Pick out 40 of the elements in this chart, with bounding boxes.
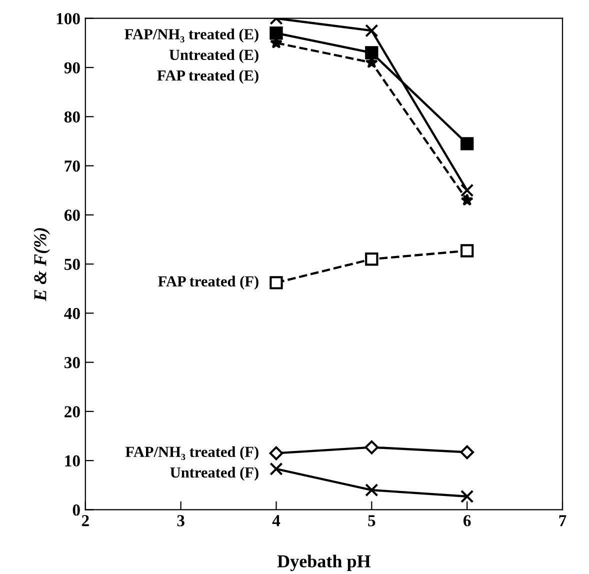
point bbox=[269, 446, 284, 460]
y-tick-label: 20 bbox=[64, 406, 80, 418]
series-label: Untreated (E) bbox=[169, 49, 258, 64]
point bbox=[460, 244, 474, 258]
point bbox=[460, 137, 474, 150]
series-label: FAP/NH₃ treated (F) bbox=[125, 446, 258, 460]
x-tick-label: 7 bbox=[559, 515, 566, 526]
series-label: FAP treated (F) bbox=[158, 276, 258, 290]
series-label: FAP/NH₃ treated (E) bbox=[124, 28, 258, 42]
series-label: FAP treated (E) bbox=[157, 70, 258, 84]
y-tick-label: 50 bbox=[64, 258, 80, 270]
point bbox=[460, 184, 474, 197]
series-label: Untreated (F) bbox=[170, 466, 258, 481]
point bbox=[365, 24, 378, 38]
point bbox=[365, 252, 378, 266]
point bbox=[460, 490, 474, 504]
x-tick-label: 5 bbox=[368, 515, 376, 526]
point bbox=[365, 483, 378, 497]
y-tick-label: 30 bbox=[64, 357, 80, 368]
point bbox=[460, 194, 474, 206]
point bbox=[365, 46, 378, 60]
point bbox=[270, 26, 283, 40]
y-tick-label: 100 bbox=[56, 13, 80, 24]
y-tick-label: 90 bbox=[64, 62, 80, 74]
y-axis-title: E & F(%) bbox=[34, 228, 50, 302]
x-tick-label: 4 bbox=[272, 515, 280, 526]
x-tick-label: 2 bbox=[82, 515, 89, 526]
point bbox=[270, 276, 283, 290]
point bbox=[364, 440, 379, 454]
point bbox=[460, 445, 474, 460]
x-axis-title: Dyebath pH bbox=[277, 554, 371, 572]
y-tick-label: 70 bbox=[64, 160, 80, 172]
y-tick-label: 40 bbox=[64, 308, 80, 320]
point bbox=[270, 462, 283, 476]
y-tick-label: 10 bbox=[65, 455, 80, 467]
y-tick-label: 60 bbox=[64, 210, 80, 221]
y-tick-label: 80 bbox=[64, 111, 80, 123]
x-tick-label: 3 bbox=[177, 515, 184, 526]
y-tick-label: 0 bbox=[72, 504, 80, 516]
x-tick-label: 6 bbox=[463, 515, 471, 526]
